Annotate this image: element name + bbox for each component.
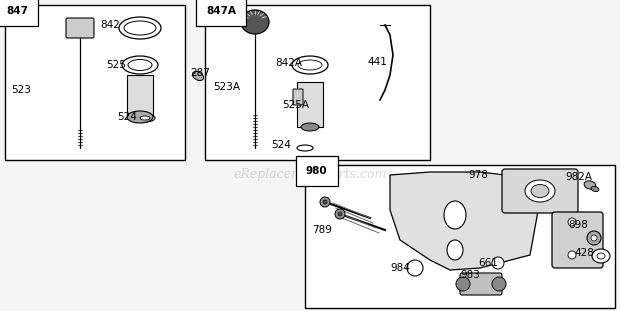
Ellipse shape xyxy=(135,114,155,122)
Text: 441: 441 xyxy=(367,57,387,67)
Circle shape xyxy=(456,277,470,291)
FancyBboxPatch shape xyxy=(552,212,603,268)
Ellipse shape xyxy=(597,253,605,259)
FancyBboxPatch shape xyxy=(502,169,578,213)
Bar xyxy=(305,165,615,308)
Circle shape xyxy=(568,218,576,226)
Circle shape xyxy=(320,197,330,207)
Ellipse shape xyxy=(531,184,549,197)
Text: 847: 847 xyxy=(6,6,28,16)
Text: 789: 789 xyxy=(312,225,332,235)
Ellipse shape xyxy=(298,60,322,70)
Ellipse shape xyxy=(241,10,269,34)
Ellipse shape xyxy=(127,111,153,123)
Text: 524: 524 xyxy=(117,112,137,122)
Text: 842A: 842A xyxy=(275,58,302,68)
Ellipse shape xyxy=(592,249,610,263)
FancyBboxPatch shape xyxy=(297,82,323,127)
Ellipse shape xyxy=(301,123,319,131)
Ellipse shape xyxy=(297,145,313,151)
Bar xyxy=(205,5,430,160)
FancyBboxPatch shape xyxy=(293,89,303,105)
FancyBboxPatch shape xyxy=(66,18,94,38)
Text: 661: 661 xyxy=(478,258,498,268)
Ellipse shape xyxy=(192,72,203,81)
FancyBboxPatch shape xyxy=(460,273,502,295)
Text: 287: 287 xyxy=(190,68,210,78)
Text: 980: 980 xyxy=(306,166,327,176)
Circle shape xyxy=(568,251,576,259)
Text: 523A: 523A xyxy=(213,82,240,92)
Bar xyxy=(5,5,185,160)
Ellipse shape xyxy=(447,240,463,260)
Ellipse shape xyxy=(525,180,555,202)
Ellipse shape xyxy=(119,17,161,39)
Text: 428: 428 xyxy=(574,248,594,258)
Circle shape xyxy=(323,200,327,204)
Text: 984: 984 xyxy=(390,263,410,273)
Ellipse shape xyxy=(128,59,152,71)
Ellipse shape xyxy=(140,116,150,120)
Ellipse shape xyxy=(584,181,596,189)
Circle shape xyxy=(338,212,342,216)
Ellipse shape xyxy=(122,56,158,74)
Ellipse shape xyxy=(292,56,328,74)
Text: 978: 978 xyxy=(468,170,488,180)
Text: eReplacementParts.com: eReplacementParts.com xyxy=(233,168,387,181)
Text: 982A: 982A xyxy=(565,172,592,182)
Ellipse shape xyxy=(444,201,466,229)
Circle shape xyxy=(587,231,601,245)
Text: 842: 842 xyxy=(100,20,120,30)
Circle shape xyxy=(591,235,597,241)
Ellipse shape xyxy=(591,186,599,192)
Circle shape xyxy=(407,260,423,276)
Text: 524: 524 xyxy=(271,140,291,150)
Circle shape xyxy=(492,257,504,269)
Circle shape xyxy=(492,277,506,291)
Polygon shape xyxy=(390,172,540,270)
Text: 525A: 525A xyxy=(282,100,309,110)
Text: 525: 525 xyxy=(106,60,126,70)
Text: 847A: 847A xyxy=(206,6,236,16)
Circle shape xyxy=(335,209,345,219)
FancyBboxPatch shape xyxy=(127,75,153,117)
Text: 983: 983 xyxy=(460,270,480,280)
Text: 898: 898 xyxy=(568,220,588,230)
Ellipse shape xyxy=(124,21,156,35)
Text: 523: 523 xyxy=(11,85,31,95)
